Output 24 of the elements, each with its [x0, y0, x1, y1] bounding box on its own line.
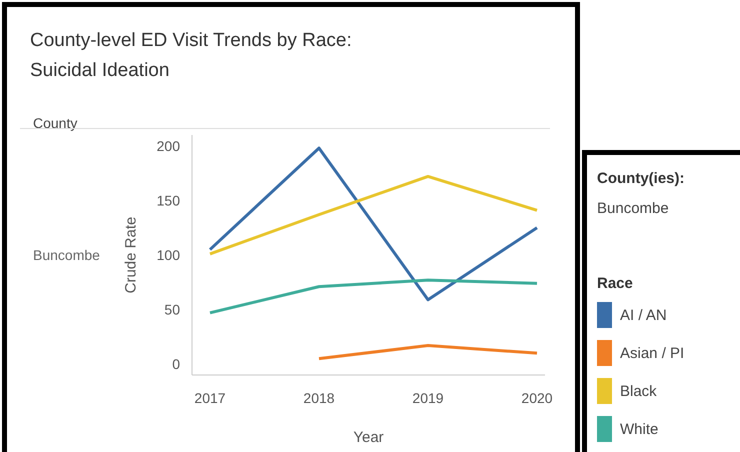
y-tick-label: 0: [172, 356, 180, 372]
text: Buncombe: [33, 247, 100, 263]
y-axis-title: Crude Rate: [122, 216, 140, 294]
text: County: [33, 115, 78, 131]
y-tick-label: 100: [156, 246, 180, 263]
x-tick-label: 2020: [521, 390, 553, 406]
x-tick-label: 2017: [194, 390, 226, 406]
legend-title: Race: [597, 275, 634, 292]
line-series: [208, 278, 538, 314]
x-tick-label: 2019: [412, 390, 444, 406]
legend-label: Black: [620, 382, 657, 400]
y-tick-label: 200: [156, 138, 180, 154]
legend-label: White: [620, 420, 658, 438]
chart-title: County-level ED Visit Trends by Race: Suicidal Ideation: [30, 29, 352, 83]
line-series: [208, 146, 538, 302]
legend-label: Asian / PI: [620, 344, 684, 362]
text: Buncombe: [597, 200, 669, 217]
line-series: [208, 174, 538, 256]
y-tick-label: 150: [156, 192, 180, 208]
text: County(ies):: [597, 170, 684, 187]
y-tick-label: 50: [164, 302, 180, 318]
x-axis-title: Year: [353, 429, 384, 446]
x-tick-label: 2018: [303, 390, 335, 406]
legend-label: AI / AN: [620, 306, 667, 324]
